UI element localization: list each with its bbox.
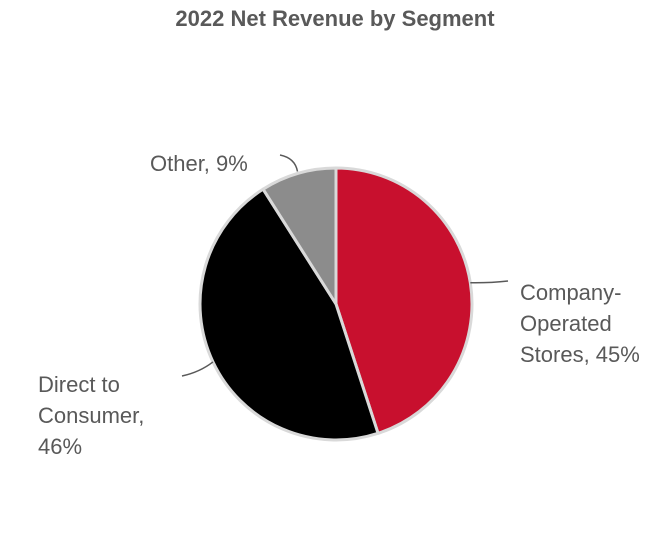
chart-title: 2022 Net Revenue by Segment <box>175 6 495 31</box>
slice-label-line: Direct to <box>38 372 120 397</box>
slice-label-direct-to-consumer: Direct to Consumer, 46% <box>38 372 151 459</box>
pie-slice-other <box>261 166 338 306</box>
slice-label-line: Operated <box>520 311 612 336</box>
slice-label-line: Other, 9% <box>150 151 248 176</box>
pie-slice-direct-to-consumer <box>198 187 380 442</box>
slice-label-line: 46% <box>38 434 82 459</box>
slice-label-line: Stores, 45% <box>520 342 640 367</box>
slice-label-line: Consumer, <box>38 403 144 428</box>
leader-line-direct-to-consumer <box>181 361 214 377</box>
leader-lines <box>181 154 509 377</box>
slice-label-line: Company- <box>520 280 621 305</box>
slice-label-other: Other, 9% <box>150 151 248 176</box>
leader-line-company-operated-stores <box>470 280 509 284</box>
pie-slice-company-operated-stores <box>334 166 474 435</box>
slice-label-company-operated-stores: Company- Operated Stores, 45% <box>520 280 640 367</box>
pie-slices <box>198 166 474 442</box>
leader-line-other <box>279 154 299 172</box>
